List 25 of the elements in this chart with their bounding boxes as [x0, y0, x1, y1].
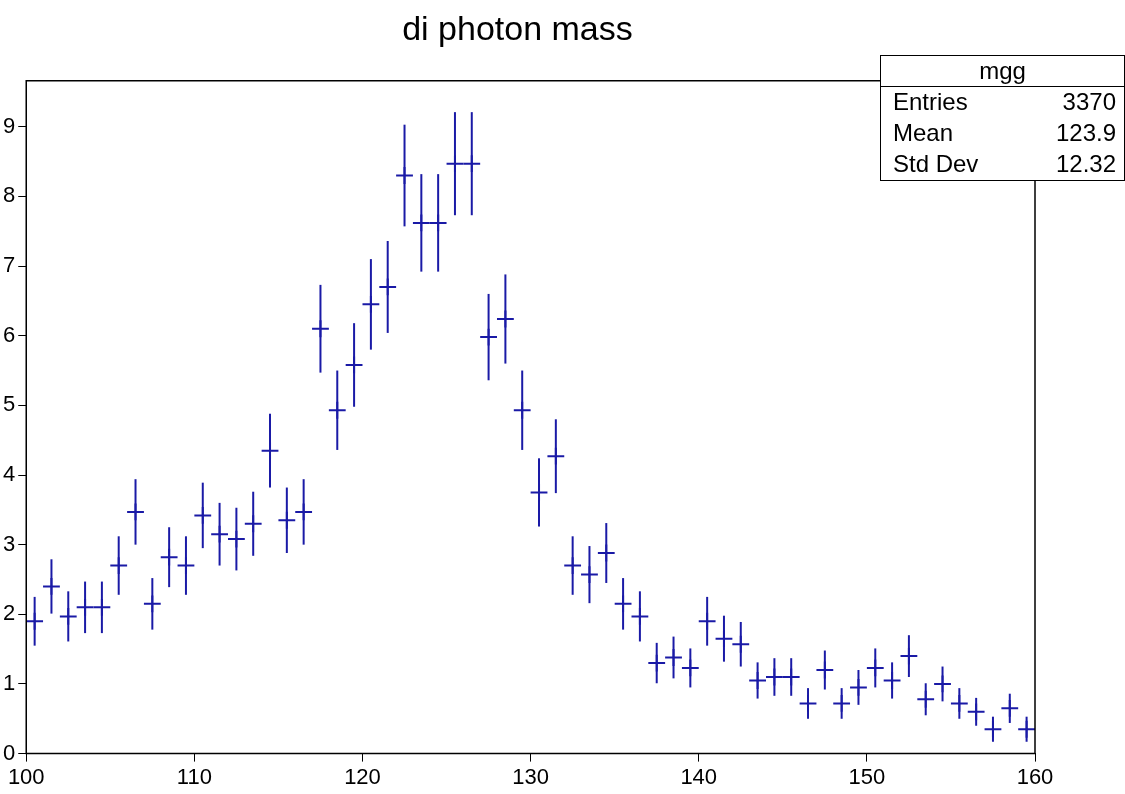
y-tick-label: 0 — [2, 739, 16, 765]
y-tick-label: 1 — [2, 670, 16, 696]
y-tick-label: 4 — [2, 461, 16, 487]
x-tick-label: 140 — [680, 763, 718, 789]
text: 12.32 — [1055, 150, 1116, 178]
y-tick-label: 2 — [2, 600, 16, 626]
annotation: mgg — [881, 56, 1124, 87]
y-tick-label: 6 — [2, 321, 16, 347]
y-tick-label: 9 — [2, 112, 16, 138]
y-tick-label: 8 — [2, 182, 16, 208]
text: 123.9 — [1055, 119, 1116, 147]
x-tick-label: 100 — [7, 763, 45, 789]
annotation: Std Dev — [893, 150, 979, 178]
y-tick-label: 3 — [2, 530, 16, 556]
y-tick-label: 7 — [2, 252, 16, 278]
x-tick-label: 130 — [512, 763, 549, 789]
annotation: Mean — [893, 119, 954, 147]
annotation: Entries — [893, 88, 968, 116]
x-tick-label: 150 — [848, 763, 886, 789]
x-tick-label: 160 — [1016, 763, 1054, 789]
text: 3370 — [1062, 88, 1116, 116]
x-tick-label: 120 — [344, 763, 381, 789]
chart-title: di photon mass — [402, 8, 633, 47]
x-tick-label: 110 — [176, 763, 212, 789]
y-tick-label: 5 — [2, 391, 16, 417]
